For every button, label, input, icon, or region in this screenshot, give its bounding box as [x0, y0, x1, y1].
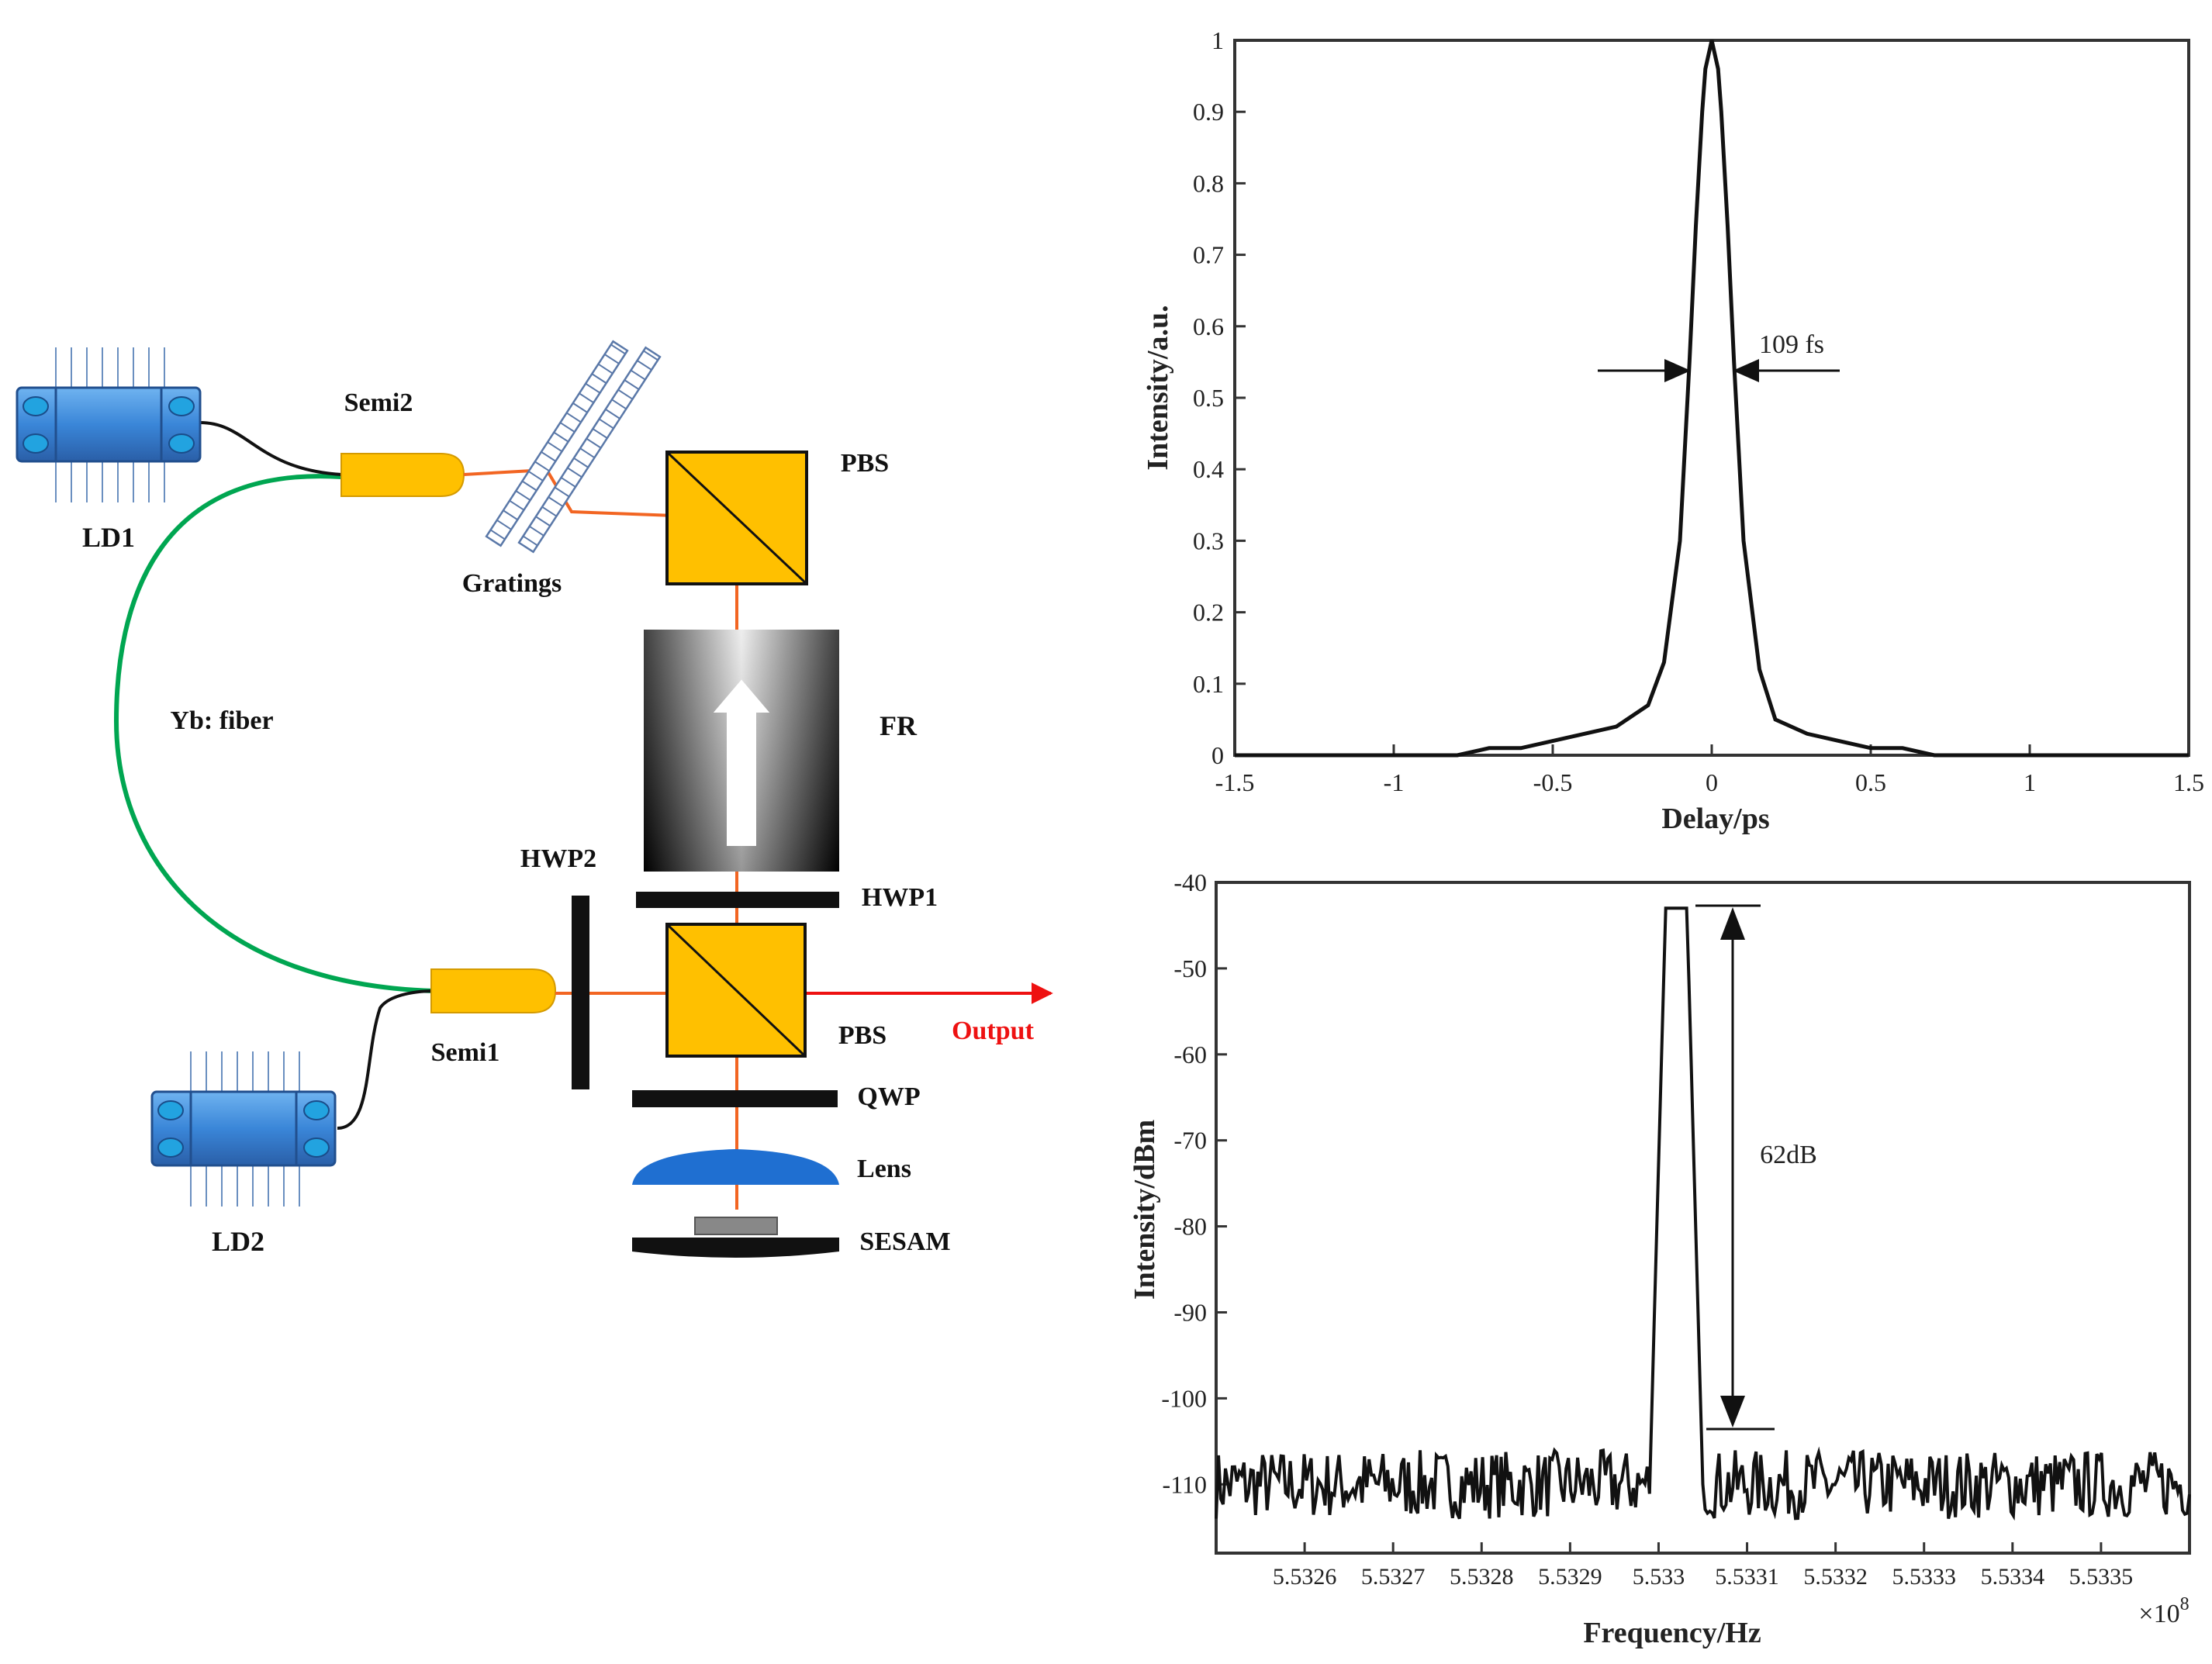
qwp-plate — [632, 1090, 838, 1107]
chart1-xtick-label: 1 — [2024, 768, 2036, 796]
chart1-ytick-label: 0 — [1211, 741, 1224, 769]
semiconductor-amplifier-icon — [340, 453, 465, 497]
chart2-ytick-label: -80 — [1173, 1213, 1207, 1241]
chart1-ytick-label: 0.7 — [1193, 241, 1224, 269]
chart2-frame — [1215, 881, 2191, 1555]
semiconductor-amplifier-icon — [430, 968, 557, 1013]
qwp-label: QWP — [857, 1082, 920, 1111]
fr-label: FR — [880, 710, 918, 741]
chart1-ytick-label: 0.9 — [1193, 98, 1224, 126]
chart1-ytick-label: 0.4 — [1193, 455, 1224, 483]
hwp2-plate — [572, 896, 589, 1089]
beam-splitter-icon — [665, 451, 808, 585]
chart2-xtick-label: 5.5335 — [2069, 1564, 2134, 1590]
sesam-mount — [632, 1238, 839, 1258]
chart1-ytick-label: 0.6 — [1193, 312, 1224, 340]
lens-icon — [632, 1149, 839, 1185]
yb-fiber-label: Yb: fiber — [170, 706, 273, 735]
autocorrelation-chart: 0 0.1 0.2 0.3 0.4 0.5 0.6 0.7 0.8 0.9 1 -1.5 -1 -0.5… — [1142, 26, 2204, 835]
chart2-xtick-label: 5.5331 — [1715, 1564, 1779, 1590]
output-label: Output — [952, 1017, 1034, 1045]
chart1-xtick-label: 0.5 — [1855, 768, 1886, 796]
snr-annotation: 62dB — [1760, 1141, 1817, 1169]
yb-fiber — [113, 474, 435, 993]
chart2-xtick-label: 5.5326 — [1273, 1564, 1337, 1590]
chart2-ylabel: Intensity/dBm — [1128, 1120, 1161, 1300]
snr-arrowhead-down — [1720, 1396, 1745, 1428]
hwp1-label: HWP1 — [862, 883, 938, 912]
fwhm-annotation: 109 fs — [1759, 330, 1824, 359]
chart2-ytick-label: -60 — [1173, 1041, 1207, 1068]
chart1-ytick-label: 1 — [1211, 26, 1224, 54]
ld2-pigtail — [337, 989, 435, 1130]
chart1-ylabel: Intensity/a.u. — [1142, 305, 1174, 470]
chart2-ytick-label: -50 — [1173, 955, 1207, 982]
ld2-label: LD2 — [212, 1226, 264, 1257]
chart1-xtick-label: -1 — [1384, 768, 1405, 796]
chart1-xtick-label: -1.5 — [1215, 768, 1255, 796]
chart1-ytick-label: 0.3 — [1193, 526, 1224, 554]
sesam-label: SESAM — [859, 1227, 950, 1256]
fwhm-arrowhead-left — [1664, 359, 1691, 382]
chart2-ytick-label: -110 — [1163, 1470, 1207, 1498]
chart1-ytick-label: 0.8 — [1193, 169, 1224, 197]
gratings-label: Gratings — [462, 569, 562, 598]
laser-diode-icon — [16, 347, 202, 502]
chart1-ytick-label: 0.5 — [1193, 384, 1224, 412]
pbs-top-label: PBS — [841, 449, 889, 478]
grating-icon — [485, 340, 629, 547]
chart2-xtick-label: 5.5328 — [1450, 1564, 1514, 1590]
semi1-label: Semi1 — [431, 1038, 500, 1067]
chart2-xtick-label: 5.5333 — [1892, 1564, 1956, 1590]
chart2-xtick-label: 5.533 — [1633, 1564, 1685, 1590]
chart2-ytick-label: -40 — [1173, 868, 1207, 896]
snr-arrowhead-up — [1720, 907, 1745, 940]
chart1-frame — [1233, 39, 2190, 757]
chart1-ytick-label: 0.2 — [1193, 599, 1224, 627]
lens-label: Lens — [857, 1155, 911, 1183]
chart2-xlabel: Frequency/Hz — [1583, 1617, 1761, 1649]
chart1-ytick-label: 0.1 — [1193, 670, 1224, 698]
laser-diode-icon — [150, 1051, 337, 1207]
chart2-xtick-label: 5.5329 — [1538, 1564, 1602, 1590]
hwp2-label: HWP2 — [520, 844, 596, 873]
arrow-up-icon — [713, 679, 770, 846]
faraday-rotator-icon — [644, 630, 839, 872]
chart1-xlabel: Delay/ps — [1661, 803, 1769, 835]
chart2-ytick-label: -100 — [1161, 1384, 1207, 1412]
sesam-chip — [694, 1217, 778, 1235]
chart1-xtick-label: 1.5 — [2173, 768, 2204, 796]
chart2-xtick-label: 5.5327 — [1361, 1564, 1426, 1590]
pbs-bottom-label: PBS — [838, 1021, 887, 1050]
autocorrelation-curve — [1235, 40, 2189, 758]
semi2-label: Semi2 — [344, 388, 413, 417]
rf-spectrum-curve — [1215, 906, 2191, 1521]
x-multiplier: ×108 — [2138, 1594, 2189, 1628]
chart2-ytick-label: -90 — [1173, 1298, 1207, 1326]
ld1-pigtail — [199, 421, 342, 476]
chart1-xtick-label: -0.5 — [1533, 768, 1573, 796]
beam-splitter-icon — [665, 923, 807, 1058]
hwp1-plate — [636, 892, 839, 908]
grating-icon — [517, 346, 662, 554]
chart2-ytick-label: -70 — [1173, 1127, 1207, 1155]
chart1-xtick-label: 0 — [1706, 768, 1718, 796]
chart2-xtick-label: 5.5334 — [1981, 1564, 2045, 1590]
fwhm-arrowhead-right — [1733, 359, 1759, 382]
ld1-label: LD1 — [82, 522, 135, 553]
rf-spectrum-chart: -40 -50 -60 -70 -80 -90 -100 -110 5.5326 5.5327 5… — [1128, 868, 2191, 1649]
laser-setup-diagram: LD1 LD2 Semi2 Semi1 Gratings Yb: fiber P… — [16, 340, 1053, 1258]
chart2-xtick-label: 5.5332 — [1803, 1564, 1868, 1590]
